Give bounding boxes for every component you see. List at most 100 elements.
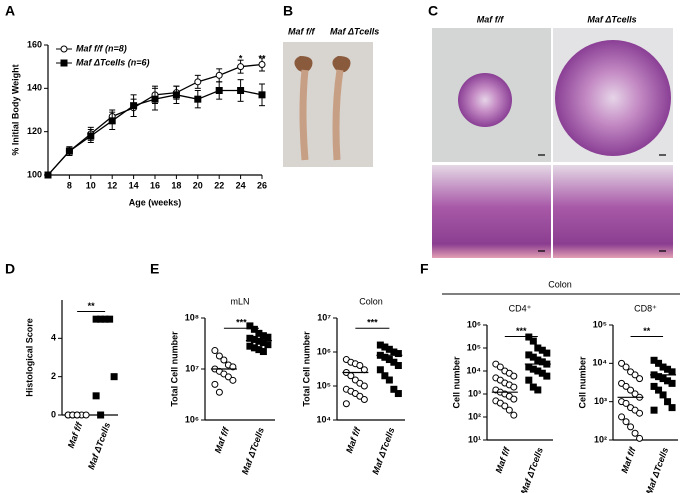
marker (510, 383, 518, 391)
histology (432, 28, 673, 258)
marker (73, 411, 81, 419)
marker (215, 87, 223, 94)
marker (668, 379, 676, 387)
marker (381, 372, 389, 380)
marker (636, 375, 644, 383)
marker (510, 395, 518, 403)
marker (622, 418, 630, 426)
panel-label: D (5, 261, 15, 277)
x-tick-label: Maf ΔTcells (519, 446, 545, 493)
significance-label: ** (643, 326, 651, 336)
marker (194, 95, 202, 103)
panel-label: F (420, 261, 429, 277)
marker (215, 352, 223, 360)
marker (258, 61, 266, 68)
series-line (47, 63, 263, 176)
y-tick-label: 4 (51, 333, 56, 343)
annotation: * (239, 53, 243, 63)
marker (151, 95, 159, 103)
panel-title: mLN (230, 296, 249, 306)
marker (390, 385, 398, 393)
marker (631, 371, 639, 379)
x-tick-label: 22 (214, 180, 224, 190)
photo-label: Maf ΔTcells (587, 14, 636, 24)
legend-label: Maf f/f (n=8) (76, 43, 127, 53)
marker (655, 359, 663, 367)
y-tick-label: 10⁴ (593, 358, 607, 368)
marker (60, 45, 68, 53)
x-axis-label: Age (weeks) (129, 197, 182, 207)
marker (505, 406, 513, 414)
x-tick-label: 26 (257, 180, 267, 190)
marker (220, 356, 228, 364)
marker (172, 91, 180, 99)
marker (659, 391, 667, 399)
marker (525, 376, 533, 384)
y-tick-label: 2 (51, 371, 56, 381)
x-tick-label: 24 (236, 180, 246, 190)
marker (110, 373, 118, 381)
marker (501, 402, 509, 410)
y-tick-label: 10⁷ (317, 312, 331, 322)
marker (211, 380, 219, 388)
marker (394, 390, 402, 398)
marker (360, 396, 368, 404)
x-tick-label: 20 (193, 180, 203, 190)
marker (237, 87, 245, 94)
marker (543, 349, 551, 357)
marker (529, 337, 537, 345)
marker (108, 117, 116, 125)
marker (360, 382, 368, 390)
marker (258, 91, 266, 99)
y-tick-label: 10³ (468, 388, 481, 398)
marker (650, 406, 658, 414)
marker (211, 347, 219, 355)
marker (342, 400, 350, 408)
marker (496, 363, 504, 371)
marker (229, 376, 237, 384)
marker (668, 368, 676, 376)
y-axis-label: Cell number (451, 356, 461, 409)
panel-label: C (428, 3, 438, 19)
photo-label: Maf ΔTcells (330, 26, 379, 36)
marker (394, 362, 402, 370)
y-tick-label: 10⁴ (467, 365, 481, 375)
significance-label: *** (236, 318, 247, 328)
marker (622, 363, 630, 371)
significance-label: *** (516, 326, 527, 336)
marker (622, 382, 630, 390)
marker (510, 411, 518, 419)
x-tick-label: Maf f/f (493, 445, 512, 474)
y-tick-label: 10³ (594, 396, 607, 406)
y-tick-label: 10⁶ (185, 414, 199, 424)
y-axis-label: % Initial Body Weight (10, 64, 20, 155)
x-tick-label: 12 (107, 180, 117, 190)
marker (385, 376, 393, 384)
marker (65, 147, 73, 155)
y-axis-label: Histological Score (24, 318, 34, 397)
marker (106, 315, 114, 323)
y-tick-label: 0 (51, 409, 56, 419)
marker (237, 63, 245, 71)
x-tick-label: Maf f/f (619, 445, 638, 474)
marker (534, 386, 542, 394)
y-tick-label: 140 (27, 83, 42, 93)
significance-label: *** (367, 318, 378, 328)
marker (356, 362, 364, 370)
marker (510, 372, 518, 380)
y-tick-label: 10⁴ (317, 414, 331, 424)
marker (543, 372, 551, 380)
marker (664, 398, 672, 406)
marker (215, 71, 223, 79)
marker (655, 386, 663, 394)
marker (259, 348, 267, 356)
y-tick-label: 10⁶ (317, 346, 331, 356)
x-tick-label: 14 (129, 180, 139, 190)
marker (97, 411, 105, 419)
x-tick-label: Maf f/f (344, 425, 363, 454)
x-tick-label: 18 (171, 180, 181, 190)
y-tick-label: 120 (27, 126, 42, 136)
x-tick-label: Maf f/f (213, 425, 232, 454)
panel-title: Colon (359, 296, 383, 306)
